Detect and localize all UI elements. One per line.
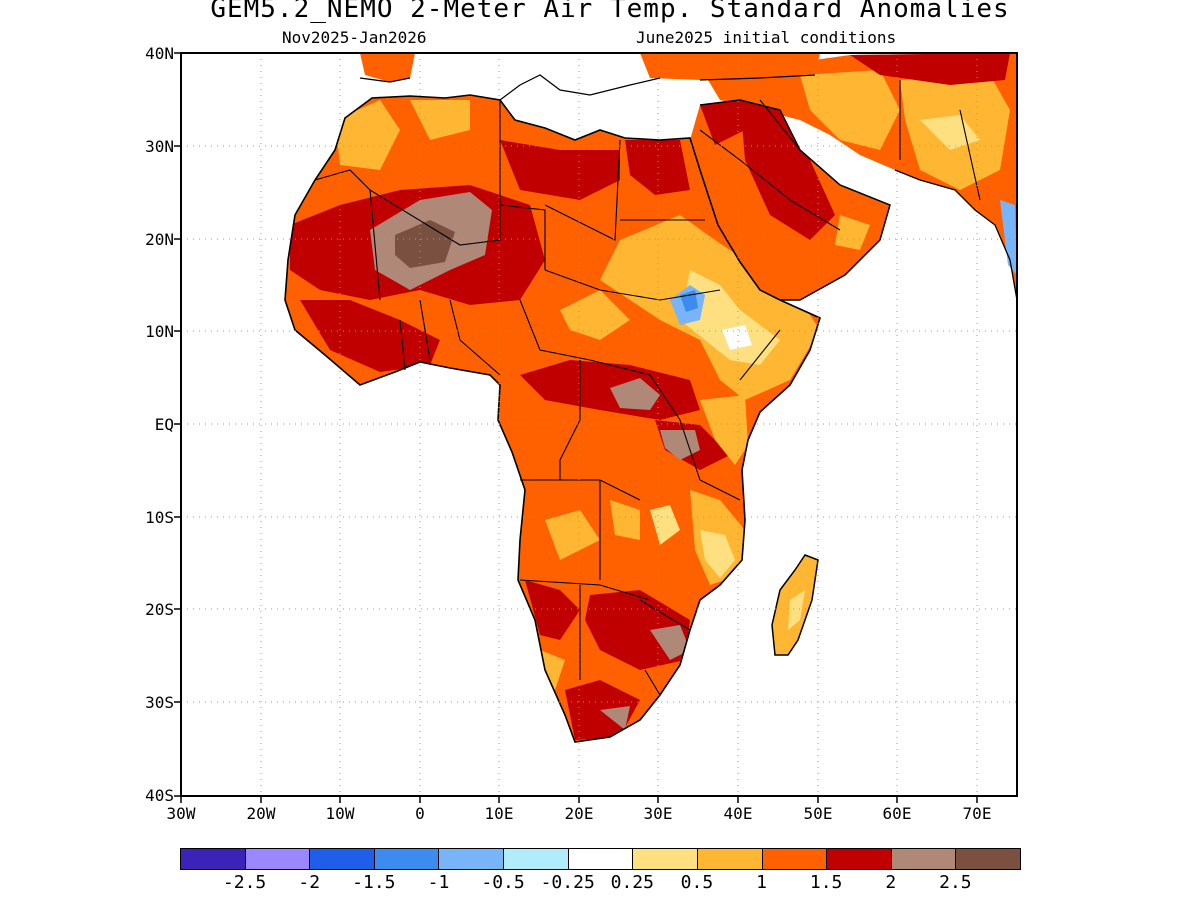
colorbar-swatch [309, 848, 375, 870]
colorbar-label: 1 [756, 872, 767, 893]
colorbar-swatch [826, 848, 892, 870]
lat-label-20n: 20N [145, 230, 174, 249]
lon-label-40e: 40E [723, 804, 753, 823]
colorbar-label: 1.5 [809, 872, 843, 893]
colorbar-swatch [696, 848, 763, 870]
colorbar-label: -2 [298, 872, 321, 893]
colorbar-swatch [890, 848, 957, 870]
chart-title: GEM5.2_NEMO 2-Meter Air Temp. Standard A… [210, 0, 1010, 24]
colorbar-swatch [503, 848, 569, 870]
grid-lines [181, 53, 1017, 796]
lat-label-30n: 30N [145, 137, 174, 156]
initial-conditions-label: June2025 initial conditions [636, 28, 897, 47]
colorbar-swatch [761, 848, 828, 870]
colorbar-label: -0.5 [481, 872, 525, 893]
colorbar-label: -1 [427, 872, 450, 893]
lon-label-10e: 10E [484, 804, 514, 823]
colorbar-label: 0.25 [610, 872, 654, 893]
lon-label-30e: 30E [643, 804, 673, 823]
colorbar-swatch [567, 848, 634, 870]
map-area [181, 53, 1017, 796]
colorbar-label: -0.25 [540, 872, 595, 893]
colorbar-label: 2.5 [939, 872, 972, 893]
colorbar-label: -2.5 [222, 872, 267, 893]
lat-label-40s: 40S [145, 786, 174, 805]
lat-label-10s: 10S [145, 508, 174, 527]
lon-label-10w: 10W [325, 804, 355, 823]
lon-label-30w: 30W [166, 804, 196, 823]
lon-label-20e: 20E [564, 804, 594, 823]
lon-label-20w: 20W [246, 804, 276, 823]
colorbar-label: 0.5 [680, 872, 714, 893]
lat-label-10n: 10N [145, 322, 174, 341]
lon-label-0: 0 [415, 804, 425, 823]
lon-label-60e: 60E [882, 804, 912, 823]
colorbar-label: -1.5 [352, 872, 396, 893]
lon-label-70e: 70E [962, 804, 992, 823]
tick-marks [174, 52, 978, 803]
lat-label-30s: 30S [145, 693, 174, 712]
lat-label-40n: 40N [145, 44, 174, 63]
colorbar-swatch [955, 848, 1021, 870]
lat-label-20s: 20S [145, 600, 174, 619]
colorbar-swatch [373, 848, 440, 870]
colorbar-swatch [244, 848, 311, 870]
colorbar-swatch [632, 848, 698, 870]
lon-label-50e: 50E [803, 804, 833, 823]
europe-land [360, 53, 415, 82]
colorbar-label: 2 [885, 872, 897, 893]
forecast-period: Nov2025-Jan2026 [282, 28, 427, 47]
colorbar-swatch [438, 848, 505, 870]
lat-label-eq: EQ [154, 415, 174, 434]
country-borders [314, 80, 981, 721]
colorbar-swatch [180, 848, 246, 870]
